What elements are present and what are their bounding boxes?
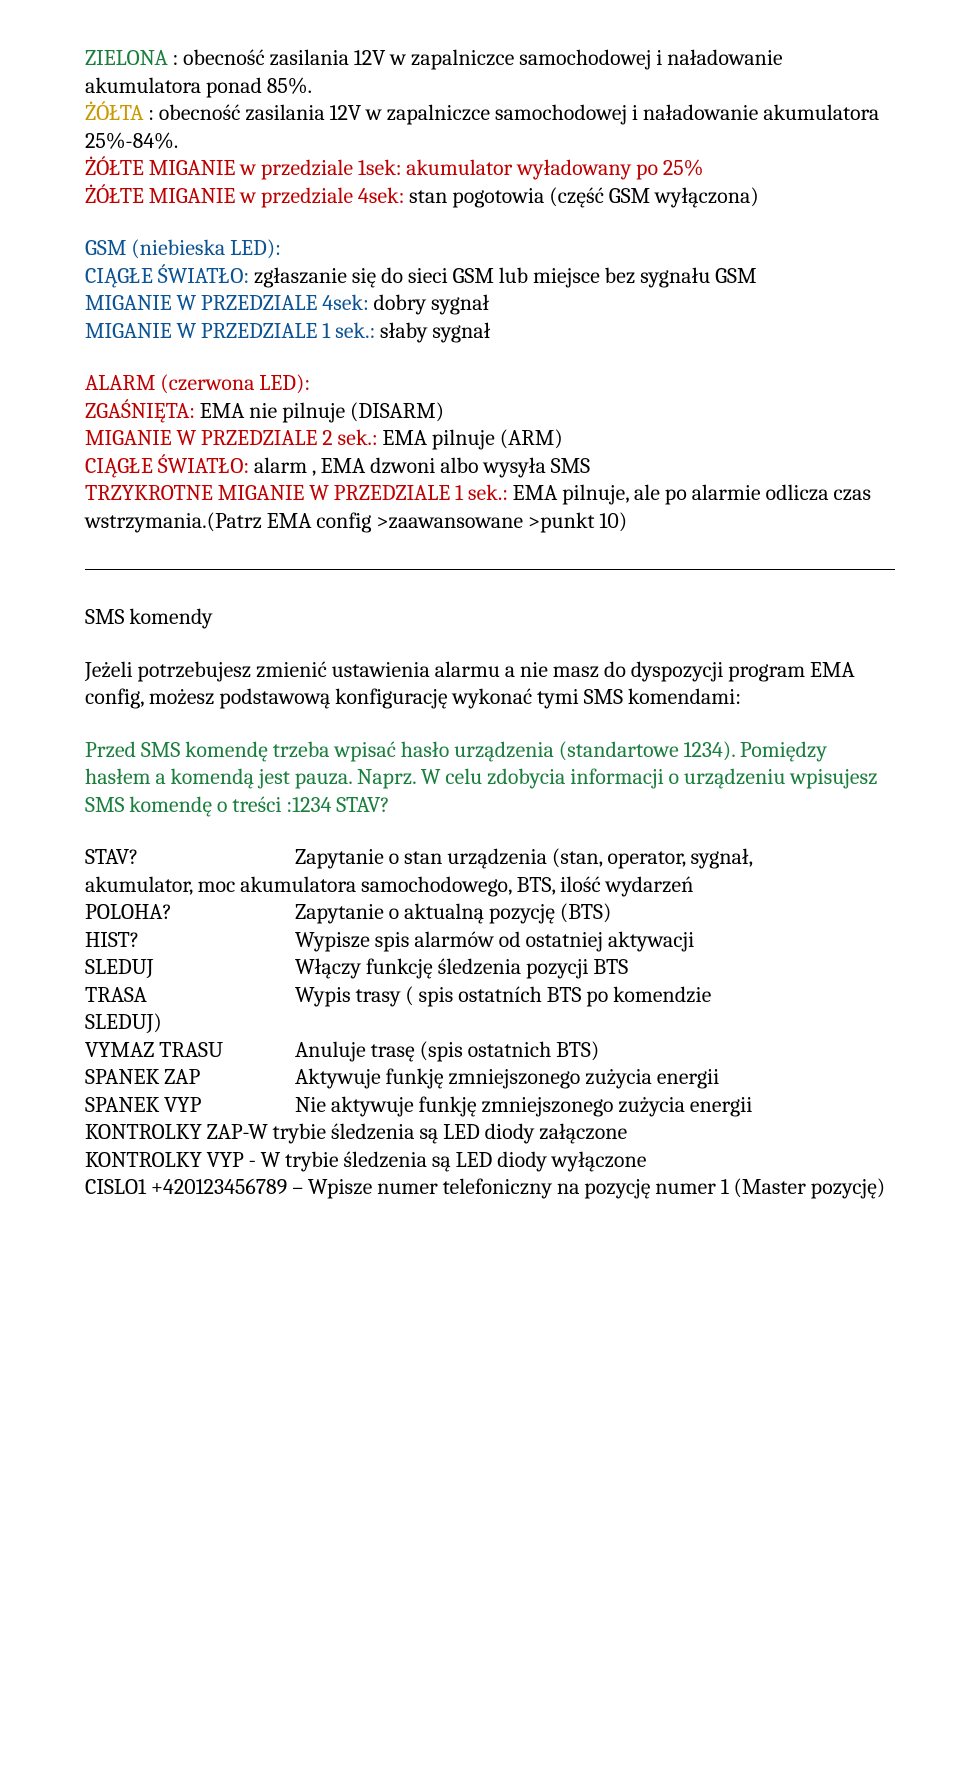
txt-green: : obecność zasilania 12V w zapalniczce s… bbox=[85, 45, 783, 99]
line-al3: CIĄGŁE ŚWIATŁO: alarm , EMA dzwoni albo … bbox=[85, 453, 895, 481]
txt-sms-note: Przed SMS komendę trzeba wpisać hasło ur… bbox=[85, 737, 895, 820]
txt-yellow: : obecność zasilania 12V w zapalniczce s… bbox=[85, 100, 879, 154]
lbl-al3: CIĄGŁE ŚWIATŁO: bbox=[85, 453, 249, 479]
cmd-key: POLOHA? bbox=[85, 899, 295, 927]
txt-gsm2: dobry sygnał bbox=[369, 290, 490, 316]
txt-al2: EMA pilnuje (ARM) bbox=[378, 425, 563, 451]
cmd-val: Zapytanie o aktualną pozycję (BTS) bbox=[295, 899, 611, 927]
cmd-row: SPANEK ZAPAktywuje funkję zmniejszonego … bbox=[85, 1064, 895, 1092]
cmd-val: Aktywuje funkję zmniejszonego zużycia en… bbox=[295, 1064, 719, 1092]
txt-al3: alarm , EMA dzwoni albo wysyła SMS bbox=[249, 453, 590, 479]
txt-sms-intro: Jeżeli potrzebujesz zmienić ustawienia a… bbox=[85, 657, 895, 712]
line-al1: ZGAŚNIĘTA: EMA nie pilnuje (DISARM) bbox=[85, 398, 895, 426]
cmd-val: Włączy funkcję śledzenia pozycji BTS bbox=[295, 954, 628, 982]
lbl-yellow: ŻÓŁTA bbox=[85, 100, 148, 126]
txt-yblink4: stan pogotowia (część GSM wyłączona) bbox=[404, 183, 759, 209]
cmd-row: SLEDUJWłączy funkcję śledzenia pozycji B… bbox=[85, 954, 895, 982]
cmd-key: SPANEK ZAP bbox=[85, 1064, 295, 1092]
tail-2: KONTROLKY VYP - W trybie śledzenia są LE… bbox=[85, 1147, 895, 1175]
cmd-list: STAV?Zapytanie o stan urządzenia (stan, … bbox=[85, 844, 895, 1119]
line-gsm3: MIGANIE W PRZEDZIALE 1 sek.: słaby sygna… bbox=[85, 318, 895, 346]
cmd-val: Zapytanie o stan urządzenia (stan, opera… bbox=[295, 844, 753, 872]
cmd-row: HIST?Wypisze spis alarmów od ostatniej a… bbox=[85, 927, 895, 955]
hdr-alarm: ALARM (czerwona LED): bbox=[85, 370, 895, 398]
line-gsm2: MIGANIE W PRZEDZIALE 4sek: dobry sygnał bbox=[85, 290, 895, 318]
cmd-val: Nie aktywuje funkję zmniejszonego zużyci… bbox=[295, 1092, 752, 1120]
line-yellow: ŻÓŁTA : obecność zasilania 12V w zapalni… bbox=[85, 100, 895, 155]
txt-al1: EMA nie pilnuje (DISARM) bbox=[195, 398, 444, 424]
cmd-key: TRASA bbox=[85, 982, 295, 1010]
lbl-gsm2: MIGANIE W PRZEDZIALE 4sek: bbox=[85, 290, 369, 316]
lbl-al2: MIGANIE W PRZEDZIALE 2 sek.: bbox=[85, 425, 378, 451]
txt-gsm3: słaby sygnał bbox=[375, 318, 490, 344]
cmd-cont: akumulator, moc akumulatora samochodoweg… bbox=[85, 872, 895, 900]
cmd-row: STAV?Zapytanie o stan urządzenia (stan, … bbox=[85, 844, 895, 872]
txt-gsm1: zgłaszanie się do sieci GSM lub miejsce … bbox=[249, 263, 757, 289]
divider bbox=[85, 569, 895, 570]
line-gsm1: CIĄGŁE ŚWIATŁO: zgłaszanie się do sieci … bbox=[85, 263, 895, 291]
line-al2: MIGANIE W PRZEDZIALE 2 sek.: EMA pilnuje… bbox=[85, 425, 895, 453]
hdr-gsm: GSM (niebieska LED): bbox=[85, 235, 895, 263]
cmd-cont: SLEDUJ) bbox=[85, 1009, 895, 1037]
cmd-key: SPANEK VYP bbox=[85, 1092, 295, 1120]
hdr-sms: SMS komendy bbox=[85, 604, 895, 632]
cmd-key: SLEDUJ bbox=[85, 954, 295, 982]
cmd-key: STAV? bbox=[85, 844, 295, 872]
lbl-green: ZIELONA bbox=[85, 45, 173, 71]
cmd-key: VYMAZ TRASU bbox=[85, 1037, 295, 1065]
cmd-val: Wypis trasy ( spis ostatních BTS po kome… bbox=[295, 982, 711, 1010]
cmd-row: VYMAZ TRASUAnuluje trasę (spis ostatnich… bbox=[85, 1037, 895, 1065]
lbl-al4: TRZYKROTNE MIGANIE W PRZEDZIALE 1 sek.: bbox=[85, 480, 508, 506]
cmd-val: Anuluje trasę (spis ostatnich BTS) bbox=[295, 1037, 599, 1065]
cmd-row: SPANEK VYPNie aktywuje funkję zmniejszon… bbox=[85, 1092, 895, 1120]
tail-1: KONTROLKY ZAP-W trybie śledzenia są LED … bbox=[85, 1119, 895, 1147]
cmd-key: HIST? bbox=[85, 927, 295, 955]
lbl-gsm3: MIGANIE W PRZEDZIALE 1 sek.: bbox=[85, 318, 375, 344]
line-yblink4: ŻÓŁTE MIGANIE w przedziale 4sek: stan po… bbox=[85, 183, 895, 211]
cmd-val: Wypisze spis alarmów od ostatniej aktywa… bbox=[295, 927, 694, 955]
line-green: ZIELONA : obecność zasilania 12V w zapal… bbox=[85, 45, 895, 100]
lbl-gsm1: CIĄGŁE ŚWIATŁO: bbox=[85, 263, 249, 289]
lbl-al1: ZGAŚNIĘTA: bbox=[85, 398, 195, 424]
lbl-yblink4: ŻÓŁTE MIGANIE w przedziale 4sek: bbox=[85, 183, 404, 209]
tail-3: CISLO1 +420123456789 – Wpisze numer tele… bbox=[85, 1174, 895, 1202]
line-al4: TRZYKROTNE MIGANIE W PRZEDZIALE 1 sek.: … bbox=[85, 480, 895, 535]
cmd-row: POLOHA?Zapytanie o aktualną pozycję (BTS… bbox=[85, 899, 895, 927]
line-yblink1: ŻÓŁTE MIGANIE w przedziale 1sek: akumula… bbox=[85, 155, 895, 183]
cmd-row: TRASAWypis trasy ( spis ostatních BTS po… bbox=[85, 982, 895, 1010]
